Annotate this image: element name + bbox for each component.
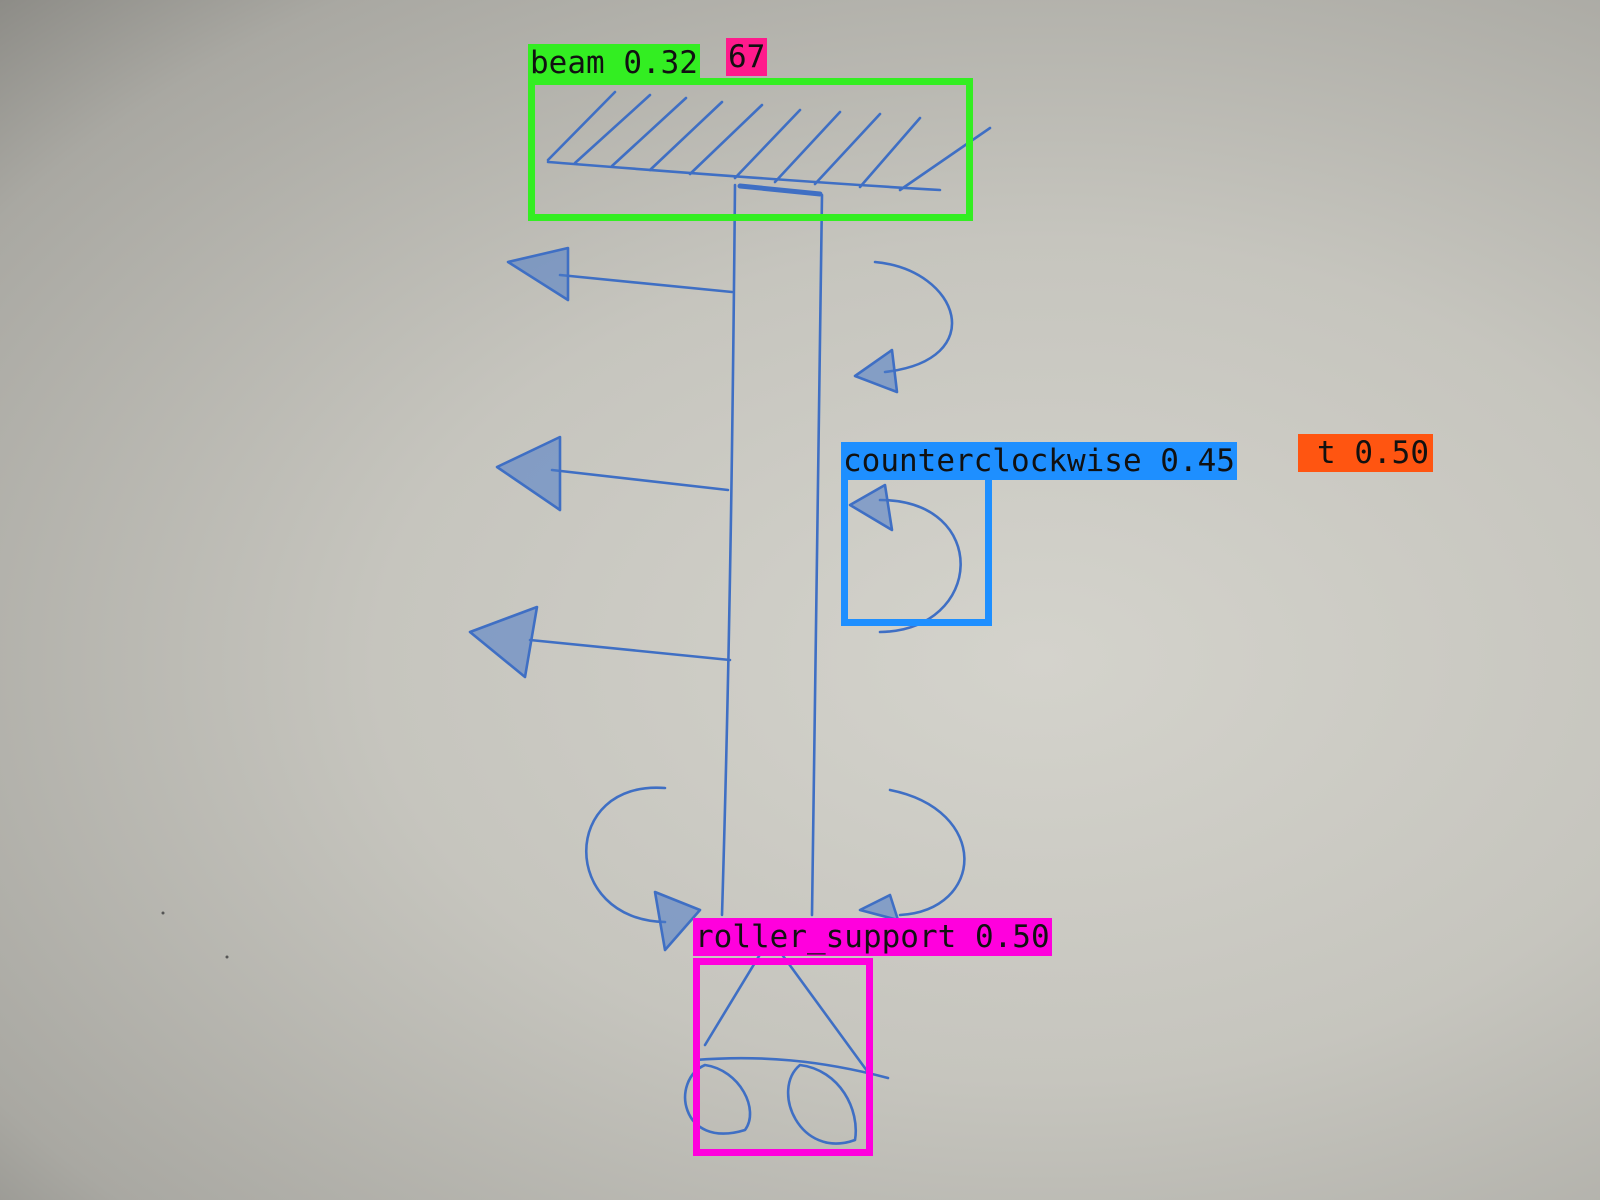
vertical-beam-lines [720,183,824,917]
left-force-arrows [468,246,734,679]
label-67: 67 [726,38,768,76]
roller-support-detection-box [693,958,873,1156]
label-counterclockwise: counterclockwise 0.45 [841,442,1237,480]
moment-arrow-upper-right [853,260,954,394]
fixed-wall-hatch [546,90,992,197]
moment-arrow-bottom-left [585,786,702,952]
beam-detection-box [528,78,973,221]
label-t: t 0.50 [1298,434,1433,472]
label-roller-support: roller_support 0.50 [693,918,1052,956]
moment-arrow-bottom-right [858,788,966,922]
label-beam: beam 0.32 [528,44,700,82]
counterclockwise-detection-box [841,473,992,626]
